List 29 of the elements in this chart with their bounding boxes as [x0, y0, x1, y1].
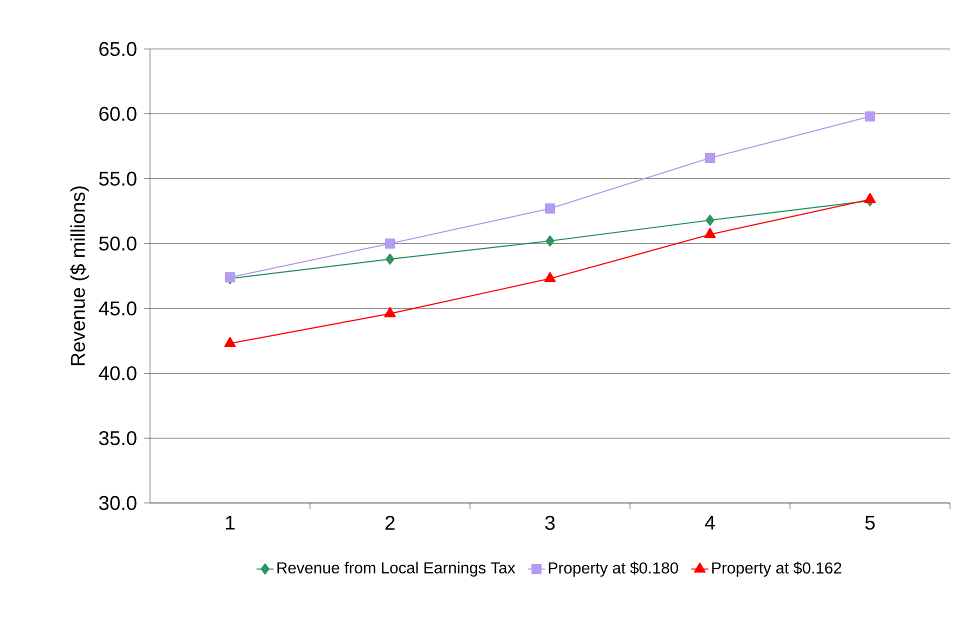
point — [224, 336, 236, 348]
x-tick-label: 5 — [865, 516, 875, 530]
point — [386, 254, 394, 265]
point — [704, 228, 716, 238]
y-axis-title: Revenue ($ millions) — [70, 186, 89, 366]
y-tick-label: 35.0 — [99, 431, 136, 446]
legend-label: Property at $0.162 — [712, 562, 842, 577]
y-tick-label: 65.0 — [99, 42, 136, 56]
point — [546, 235, 554, 247]
point — [544, 272, 556, 282]
x-tick-label: 4 — [704, 516, 715, 530]
point — [384, 307, 396, 318]
y-tick-label: 45.0 — [98, 301, 136, 316]
y-tick-label: 30.0 — [99, 496, 136, 510]
x-tick-label: 1 — [226, 516, 235, 530]
y-tick-label: 40.0 — [98, 366, 136, 380]
point — [544, 203, 556, 214]
x-tick-label: 2 — [385, 516, 395, 530]
point — [704, 152, 716, 164]
legend-label: Revenue from Local Earnings Tax — [277, 562, 516, 577]
point — [864, 192, 876, 204]
point — [706, 214, 714, 226]
x-tick-label: 3 — [545, 516, 555, 530]
y-tick-label: 55.0 — [99, 172, 136, 186]
point — [384, 238, 396, 249]
y-tick-label: 50.0 — [99, 236, 136, 251]
point — [864, 111, 876, 122]
legend-label: Property at $0.180 — [548, 562, 678, 577]
y-tick-label: 60.0 — [99, 106, 136, 121]
